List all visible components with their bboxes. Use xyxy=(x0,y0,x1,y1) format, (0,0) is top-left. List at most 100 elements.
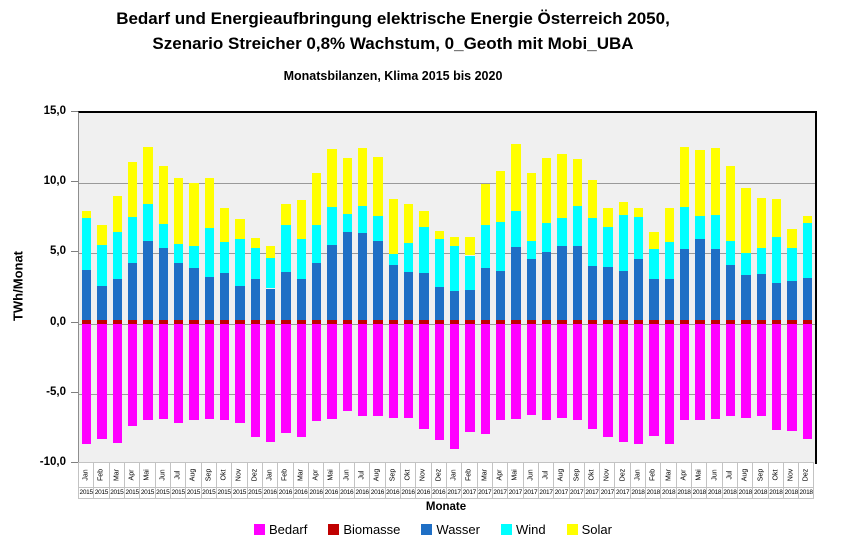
x-tick-month: Dez xyxy=(614,462,630,488)
bar-segment-biomasse xyxy=(756,320,767,324)
x-axis-month-labels: Jan Feb Mar Apr Mai Jun Jul Aug Sep Okt Nov Dez Jan F… xyxy=(78,462,814,488)
bar-segment-wasser xyxy=(664,278,675,321)
bar-segment-wasser xyxy=(97,285,107,321)
bar-segment-biomasse xyxy=(342,320,353,324)
x-tick-year: 2015 xyxy=(231,488,247,499)
x-tick-year: 2017 xyxy=(553,488,569,499)
bar-segment-solar xyxy=(710,148,721,216)
x-tick-month: Jul xyxy=(169,462,186,488)
bar-segment-wind xyxy=(296,239,307,279)
bar-segment-wind xyxy=(419,226,429,274)
x-tick-year-text: 2015 xyxy=(110,489,124,496)
x-tick-month-text: Okt xyxy=(220,469,228,481)
bar-segment-wind xyxy=(633,216,644,259)
bar-segment-biomasse xyxy=(97,320,107,324)
x-tick-month-text: Okt xyxy=(588,469,596,481)
x-tick-year: 2015 xyxy=(154,488,170,499)
x-tick-month-text: Apr xyxy=(680,469,688,481)
bar-segment-solar xyxy=(511,143,521,212)
x-tick-year-text: 2018 xyxy=(784,489,799,496)
bar-segment-wind xyxy=(81,217,92,270)
bar-segment-bedarf xyxy=(158,323,169,420)
bar-segment-biomasse xyxy=(373,320,383,324)
y-tick-mark xyxy=(71,462,78,463)
legend: Bedarf Biomasse Wasser Wind Solar xyxy=(40,520,826,538)
x-tick-month: Jun xyxy=(706,462,722,488)
x-tick-month: Okt xyxy=(767,462,784,488)
x-tick-year: 2015 xyxy=(78,488,94,499)
bar-segment-wind xyxy=(143,204,153,242)
x-tick-year-text: 2018 xyxy=(738,489,753,496)
bar-segment-wasser xyxy=(388,265,399,321)
bar-segment-solar xyxy=(725,166,736,241)
legend-swatch-biomasse-icon xyxy=(328,523,340,535)
y-tick-mark xyxy=(71,111,78,112)
x-tick-year: 2017 xyxy=(522,488,538,499)
bar-segment-wind xyxy=(311,225,322,264)
x-tick-month-text: Mai xyxy=(695,469,703,481)
x-tick-year: 2015 xyxy=(169,488,186,499)
x-tick-month: Apr xyxy=(307,462,324,488)
y-tick-label: -5,0 xyxy=(46,385,66,398)
x-tick-month-text: Jan xyxy=(82,469,90,481)
x-tick-year-text: 2015 xyxy=(94,489,109,496)
x-tick-year-text: 2015 xyxy=(186,489,201,496)
x-tick-month-text: Dez xyxy=(802,468,810,482)
bar-segment-bedarf xyxy=(342,323,353,411)
bar-segment-wasser xyxy=(204,277,215,321)
bar-segment-biomasse xyxy=(296,320,307,324)
x-tick-year-text: 2018 xyxy=(769,489,783,496)
x-tick-year-text: 2015 xyxy=(202,489,216,496)
bar-segment-biomasse xyxy=(587,320,598,324)
x-tick-year: 2018 xyxy=(629,488,646,499)
bar-segment-bedarf xyxy=(403,323,414,418)
bar-segment-wasser xyxy=(511,247,521,321)
legend-label: Biomasse xyxy=(343,521,401,537)
bar-segment-biomasse xyxy=(465,320,475,324)
bar-segment-biomasse xyxy=(679,320,690,324)
bar-segment-wasser xyxy=(771,282,782,321)
x-tick-month: Feb xyxy=(645,462,661,488)
legend-item-bedarf: Bedarf xyxy=(254,522,307,537)
bar-segment-biomasse xyxy=(219,320,230,324)
x-tick-month: Okt xyxy=(583,462,600,488)
bar-segment-solar xyxy=(526,172,537,241)
bar-segment-wasser xyxy=(235,285,245,321)
bar-segment-solar xyxy=(664,207,675,243)
x-tick-month: Sep xyxy=(200,462,216,488)
bar-segment-bedarf xyxy=(204,323,215,420)
bar-segment-solar xyxy=(81,210,92,218)
x-tick-year: 2017 xyxy=(461,488,477,499)
x-tick-year: 2016 xyxy=(430,488,446,499)
x-tick-year: 2018 xyxy=(737,488,753,499)
bar-segment-biomasse xyxy=(158,320,169,324)
x-tick-year: 2016 xyxy=(384,488,400,499)
bar-segment-solar xyxy=(235,219,245,240)
x-tick-year-text: 2018 xyxy=(631,489,645,496)
bar-segment-wind xyxy=(618,215,629,271)
x-tick-month: Jan xyxy=(78,462,94,488)
bar-segment-bedarf xyxy=(495,323,506,421)
x-tick-year-text: 2017 xyxy=(447,489,461,496)
bar-segment-wasser xyxy=(449,290,460,321)
x-tick-year: 2017 xyxy=(491,488,508,499)
x-tick-month: Jan xyxy=(445,462,462,488)
legend-swatch-solar-icon xyxy=(566,523,578,535)
bar-segment-wind xyxy=(495,221,506,271)
x-tick-year: 2015 xyxy=(200,488,216,499)
y-tick-label: -10,0 xyxy=(39,456,66,468)
bar-segment-biomasse xyxy=(511,320,521,324)
bar-segment-biomasse xyxy=(710,320,721,324)
bar-segment-biomasse xyxy=(449,320,460,324)
x-tick-year-text: 2015 xyxy=(156,489,170,496)
x-tick-month-text: Feb xyxy=(97,468,105,482)
x-tick-month-text: Sep xyxy=(573,468,581,482)
x-tick-year: 2016 xyxy=(323,488,339,499)
bar-segment-bedarf xyxy=(603,323,613,438)
bar-segment-wind xyxy=(587,217,598,267)
bar-segment-wasser xyxy=(710,249,721,321)
x-tick-month: Aug xyxy=(185,462,201,488)
bar-segment-wind xyxy=(434,239,445,288)
x-tick-year-text: 2017 xyxy=(616,489,630,496)
x-tick-month-text: Apr xyxy=(128,469,136,481)
